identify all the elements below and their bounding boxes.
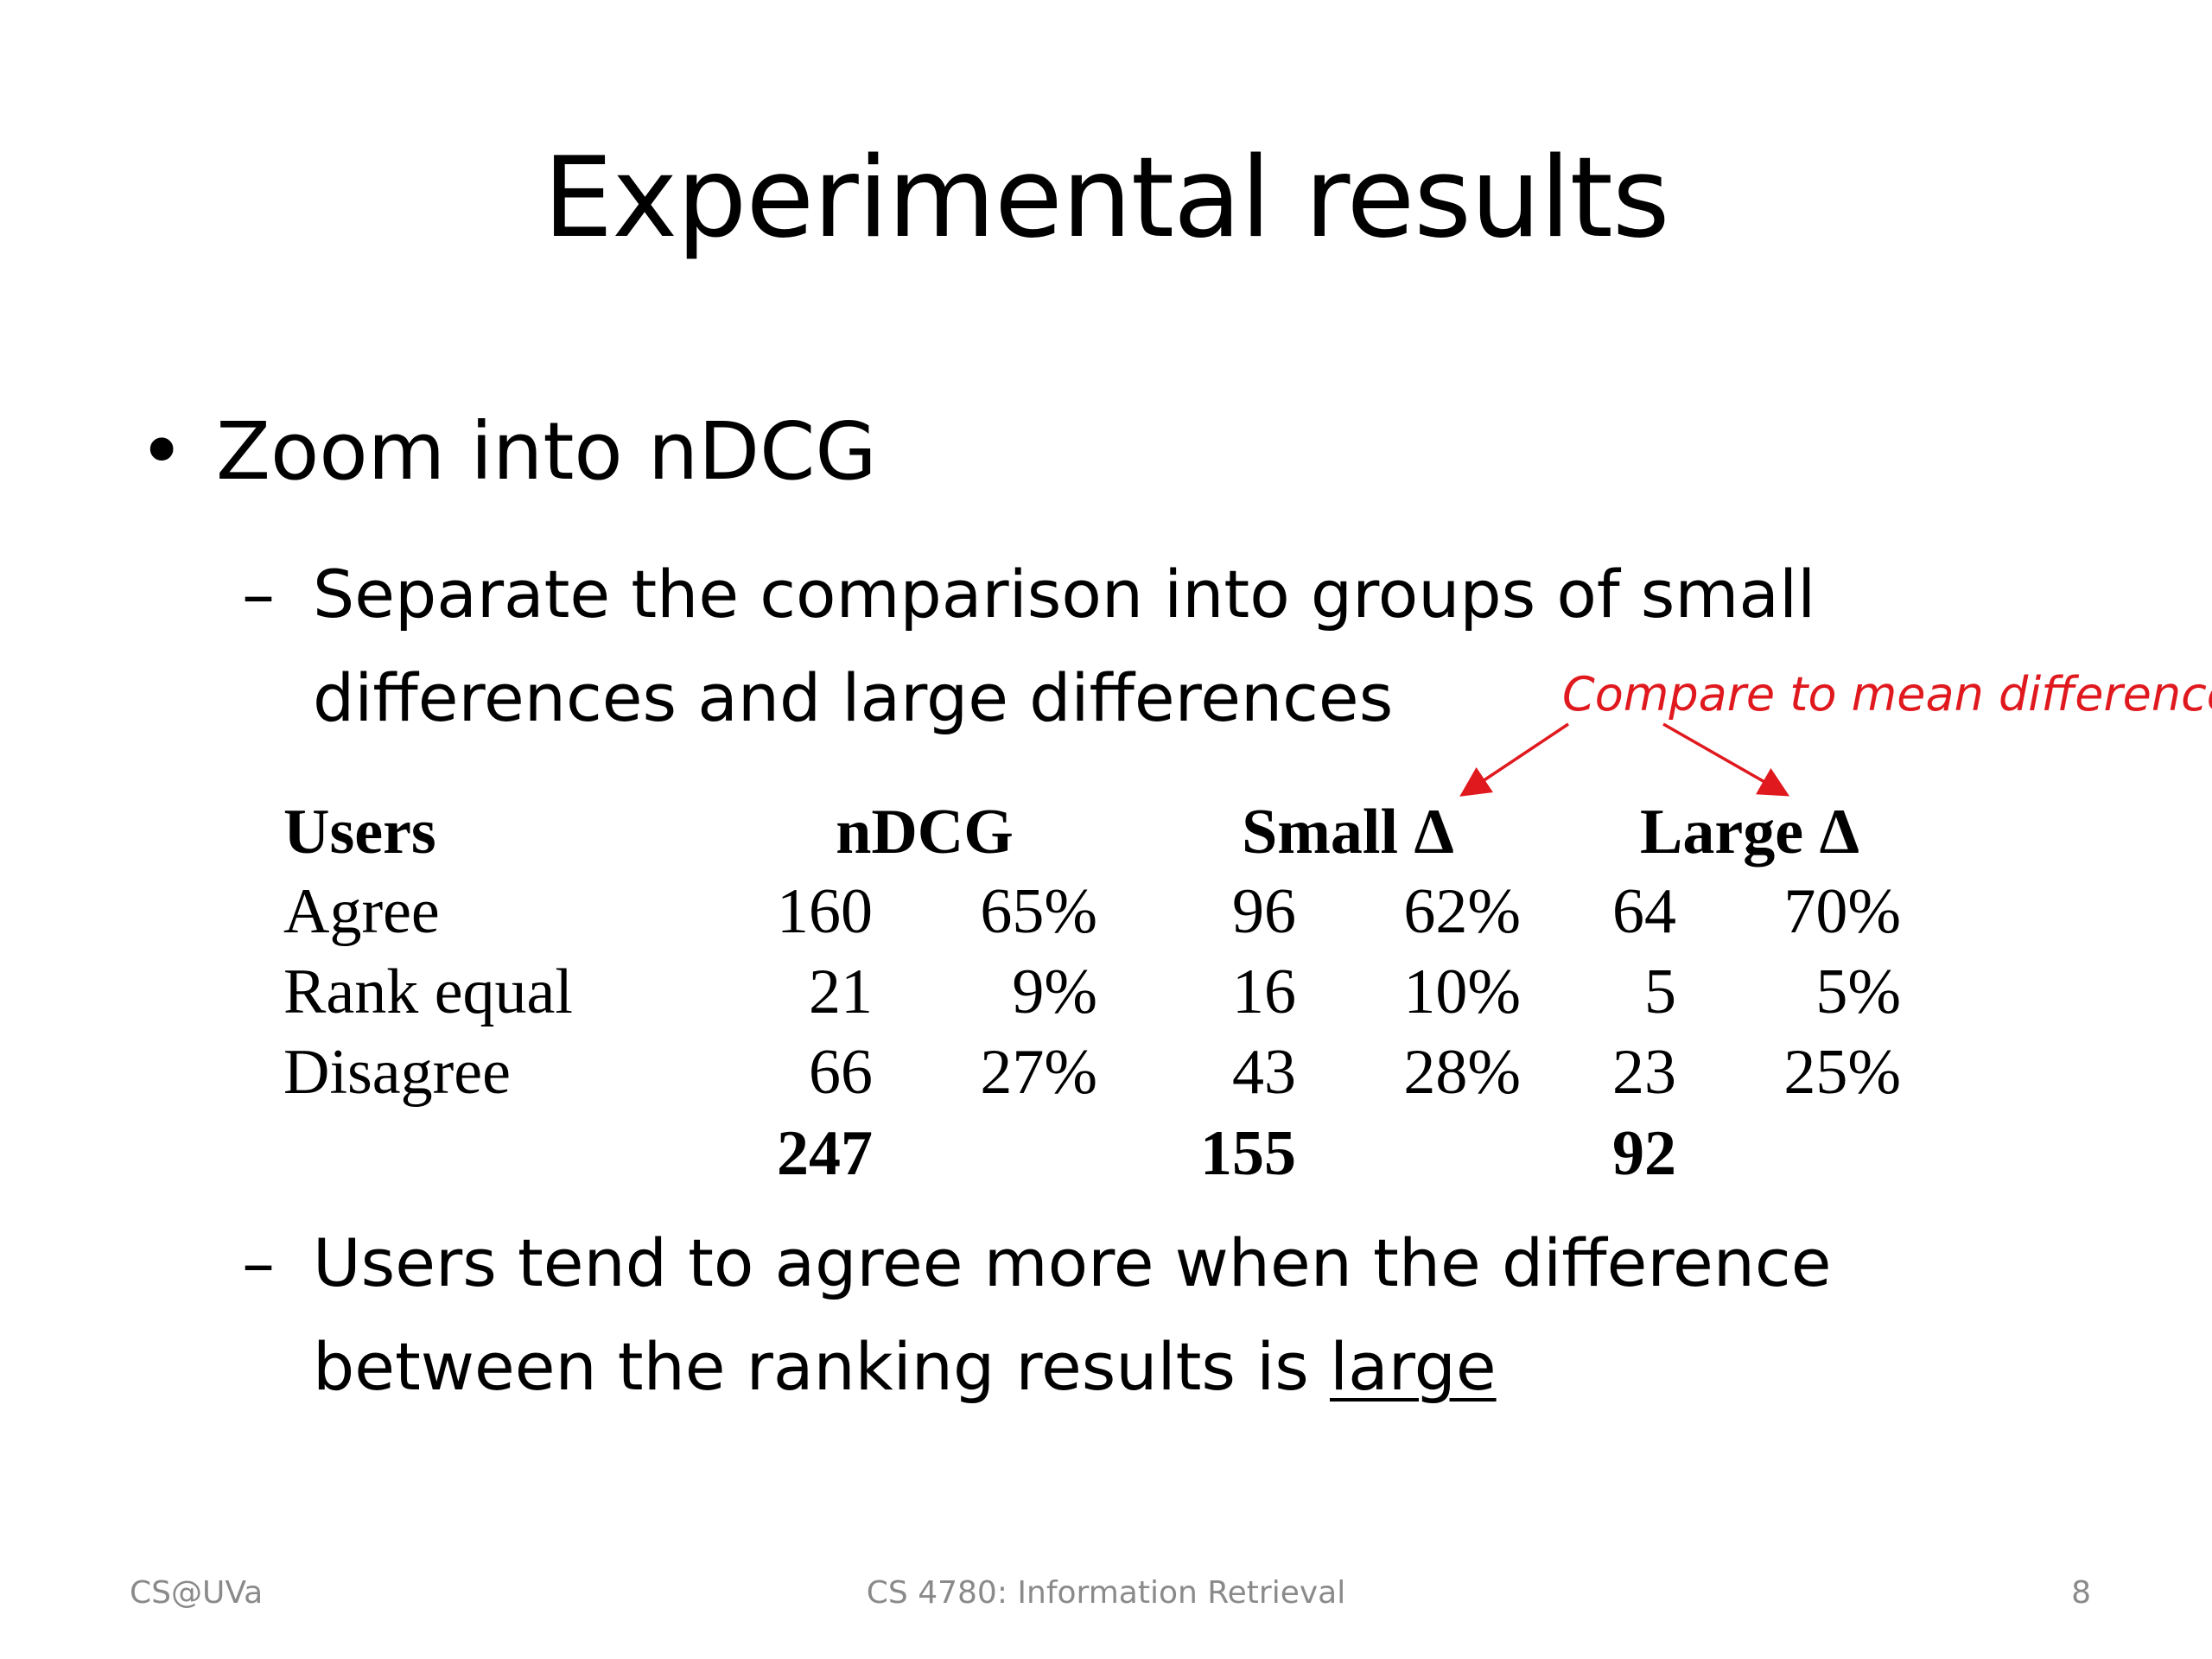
row-label: Disagree: [283, 1037, 511, 1108]
total-small-delta: 155: [1200, 1118, 1296, 1189]
header-large-delta: Large Δ: [1640, 797, 1859, 868]
cell-small-count: 16: [1232, 957, 1296, 1027]
header-users: Users: [283, 797, 436, 868]
cell-ndcg-percent: 65%: [980, 876, 1097, 947]
slide-number: 8: [2071, 1575, 2091, 1611]
cell-large-count: 64: [1612, 876, 1676, 947]
sub-bullet-dash: –: [242, 556, 275, 632]
bullet-dot: •: [138, 405, 186, 498]
header-ndcg: nDCG: [836, 797, 1014, 868]
bullet-text: Zoom into nDCG: [216, 405, 877, 498]
cell-ndcg-count: 160: [777, 876, 873, 947]
total-ndcg: 247: [777, 1118, 873, 1189]
sub-bullet-line-2: between the ranking results is large: [313, 1315, 1497, 1419]
sub-bullet-line-1: Users tend to agree more when the differ…: [313, 1224, 1832, 1301]
sub-bullet-line-1: Separate the comparison into groups of s…: [313, 556, 1816, 632]
cell-ndcg-count: 21: [809, 957, 873, 1027]
footer-center: CS 4780: Information Retrieval: [866, 1575, 1346, 1611]
cell-ndcg-percent: 27%: [980, 1037, 1097, 1108]
header-small-delta: Small Δ: [1242, 797, 1454, 868]
sub-bullet-dash: –: [242, 1224, 275, 1301]
cell-ndcg-count: 66: [809, 1037, 873, 1108]
cell-large-percent: 25%: [1783, 1037, 1901, 1108]
cell-small-count: 43: [1232, 1037, 1296, 1108]
cell-small-percent: 10%: [1403, 957, 1521, 1027]
cell-ndcg-percent: 9%: [1012, 957, 1097, 1027]
emphasis-large: large: [1330, 1328, 1497, 1405]
sub-bullet-line-2: differences and large differences: [313, 659, 1394, 736]
slide-title: Experimental results: [543, 134, 1669, 263]
cell-small-count: 96: [1232, 876, 1296, 947]
total-large-delta: 92: [1612, 1118, 1676, 1189]
cell-small-percent: 62%: [1403, 876, 1521, 947]
row-label: Agree: [283, 876, 440, 947]
cell-large-percent: 70%: [1783, 876, 1901, 947]
cell-large-count: 5: [1644, 957, 1676, 1027]
cell-large-percent: 5%: [1815, 957, 1901, 1027]
cell-small-percent: 28%: [1403, 1037, 1521, 1108]
row-label: Rank equal: [283, 957, 573, 1027]
cell-large-count: 23: [1612, 1037, 1676, 1108]
sub-bullet-line-2-text: between the ranking results is: [313, 1328, 1330, 1405]
annotation-mean-difference: Compare to mean difference: [1562, 667, 2212, 721]
footer-left: CS@UVa: [130, 1575, 264, 1611]
